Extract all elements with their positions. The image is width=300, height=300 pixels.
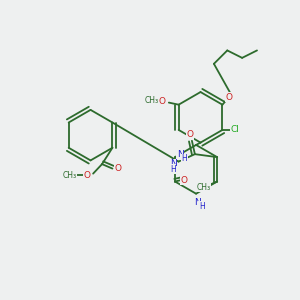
Text: N: N: [194, 197, 201, 206]
Text: N: N: [170, 160, 177, 169]
Text: O: O: [159, 97, 166, 106]
Text: O: O: [187, 130, 194, 139]
Text: O: O: [225, 93, 233, 102]
Text: N: N: [177, 150, 184, 159]
Text: H: H: [170, 164, 176, 173]
Text: O: O: [180, 176, 188, 184]
Text: H: H: [199, 202, 205, 211]
Text: CH₃: CH₃: [197, 183, 211, 192]
Text: CH₃: CH₃: [144, 96, 158, 105]
Text: O: O: [115, 164, 122, 173]
Text: O: O: [83, 171, 90, 180]
Text: H: H: [182, 154, 187, 163]
Text: CH₃: CH₃: [63, 171, 77, 180]
Text: Cl: Cl: [230, 125, 239, 134]
